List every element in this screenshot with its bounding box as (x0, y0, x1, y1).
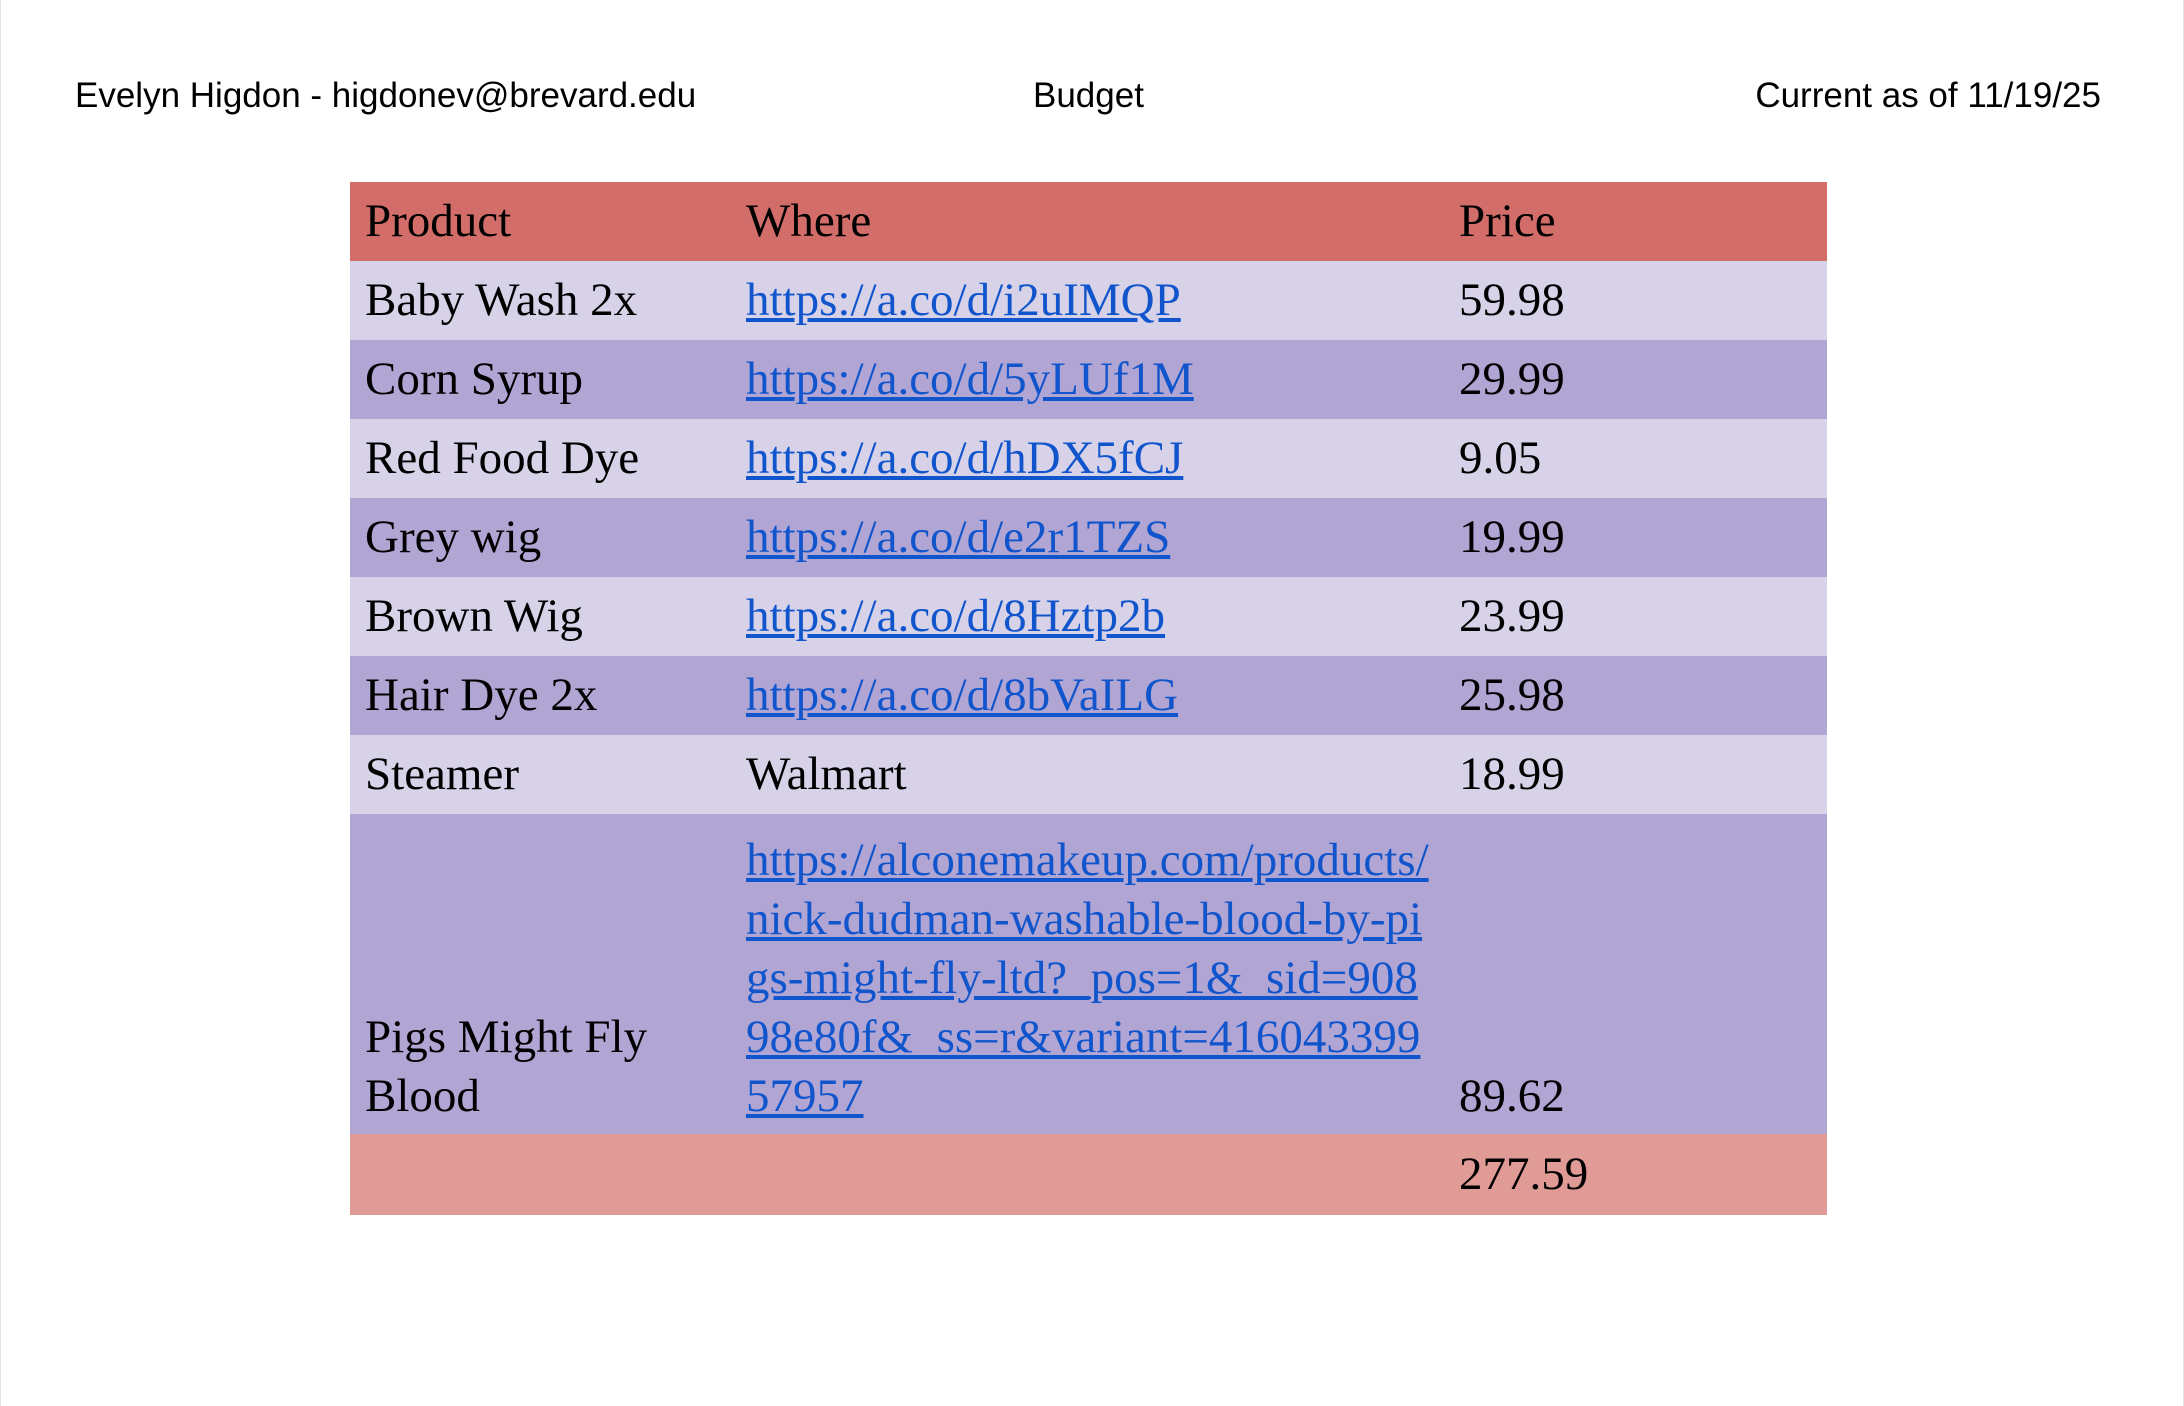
store-name: Walmart (746, 748, 907, 800)
author-header: Evelyn Higdon - higdonev@brevard.edu (75, 76, 697, 115)
table-row: Brown Wig https://a.co/d/8Hztp2b 23.99 (350, 577, 1827, 656)
where-cell: https://a.co/d/e2r1TZS (731, 498, 1444, 577)
product-link[interactable]: https://a.co/d/hDX5fCJ (746, 432, 1184, 484)
table-row: Grey wig https://a.co/d/e2r1TZS 19.99 (350, 498, 1827, 577)
product-cell: Baby Wash 2x (365, 274, 638, 326)
where-cell: Walmart (731, 735, 1444, 814)
total-price-cell: 277.59 (1459, 1148, 1589, 1200)
total-empty-cell (731, 1134, 1444, 1215)
product-cell: Hair Dye 2x (365, 669, 598, 721)
price-cell: 23.99 (1459, 590, 1565, 642)
total-row: 277.59 (350, 1134, 1827, 1215)
product-cell: Brown Wig (365, 590, 583, 642)
product-link[interactable]: https://a.co/d/5yLUf1M (746, 353, 1194, 405)
where-cell: https://a.co/d/i2uIMQP (731, 261, 1444, 340)
column-header-price: Price (1459, 195, 1556, 247)
table-row: Baby Wash 2x https://a.co/d/i2uIMQP 59.9… (350, 261, 1827, 340)
product-link[interactable]: https://a.co/d/8Hztp2b (746, 590, 1166, 642)
price-cell: 89.62 (1459, 1070, 1565, 1122)
product-cell: Red Food Dye (365, 432, 640, 484)
product-cell: Corn Syrup (365, 353, 584, 405)
budget-table: Product Where Price Baby Wash 2x https:/… (350, 182, 1827, 1215)
price-cell: 25.98 (1459, 669, 1565, 721)
where-cell: https://alconemakeup.com/products/nick-d… (731, 814, 1444, 1134)
product-cell: Pigs Might Fly Blood (365, 1011, 648, 1122)
price-cell: 59.98 (1459, 274, 1565, 326)
document-title: Budget (1033, 76, 1144, 115)
column-header-product: Product (365, 195, 512, 247)
product-link[interactable]: https://a.co/d/8bVaILG (746, 669, 1179, 721)
product-cell: Steamer (365, 748, 519, 800)
date-header: Current as of 11/19/25 (1755, 76, 2101, 115)
product-cell: Grey wig (365, 511, 542, 563)
price-cell: 18.99 (1459, 748, 1565, 800)
price-cell: 29.99 (1459, 353, 1565, 405)
where-cell: https://a.co/d/8bVaILG (731, 656, 1444, 735)
table-header-row: Product Where Price (350, 182, 1827, 261)
product-link[interactable]: https://alconemakeup.com/products/nick-d… (746, 834, 1429, 1122)
product-link[interactable]: https://a.co/d/e2r1TZS (746, 511, 1171, 563)
price-cell: 9.05 (1459, 432, 1542, 484)
column-header-where: Where (746, 195, 872, 247)
where-cell: https://a.co/d/8Hztp2b (731, 577, 1444, 656)
table-row: Red Food Dye https://a.co/d/hDX5fCJ 9.05 (350, 419, 1827, 498)
where-cell: https://a.co/d/5yLUf1M (731, 340, 1444, 419)
price-cell: 19.99 (1459, 511, 1565, 563)
table-row: Corn Syrup https://a.co/d/5yLUf1M 29.99 (350, 340, 1827, 419)
total-empty-cell (350, 1134, 731, 1215)
table-row: Hair Dye 2x https://a.co/d/8bVaILG 25.98 (350, 656, 1827, 735)
product-link[interactable]: https://a.co/d/i2uIMQP (746, 274, 1181, 326)
where-cell: https://a.co/d/hDX5fCJ (731, 419, 1444, 498)
table-row: Steamer Walmart 18.99 (350, 735, 1827, 814)
table-row: Pigs Might Fly Blood https://alconemakeu… (350, 814, 1827, 1134)
